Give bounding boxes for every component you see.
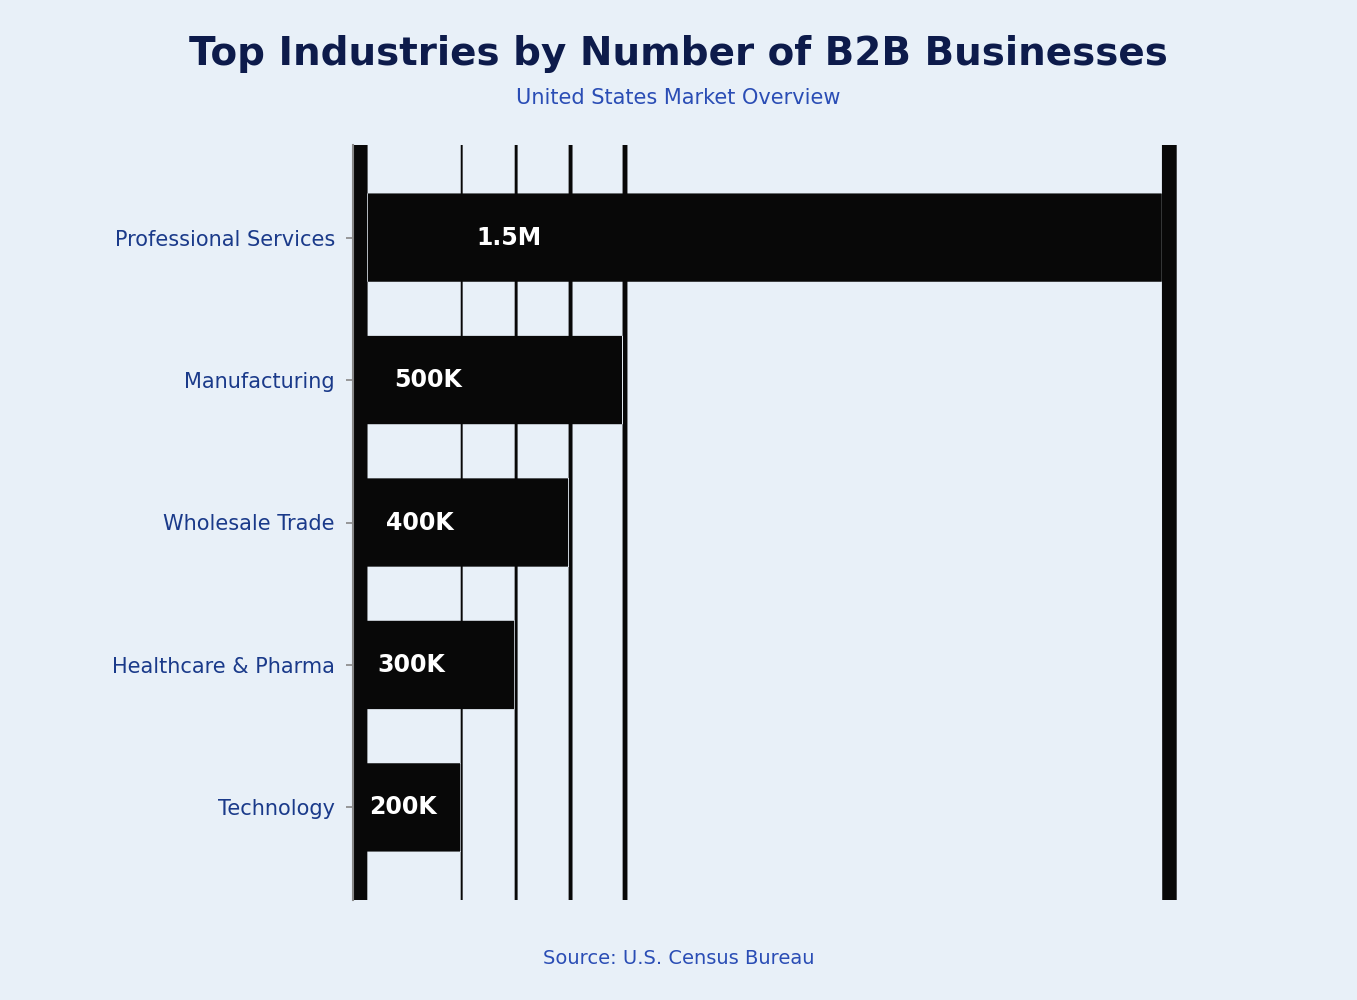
Text: 400K: 400K: [385, 511, 453, 534]
FancyBboxPatch shape: [353, 0, 573, 1000]
FancyBboxPatch shape: [353, 0, 627, 1000]
Text: Source: U.S. Census Bureau: Source: U.S. Census Bureau: [543, 949, 814, 968]
FancyBboxPatch shape: [353, 0, 517, 1000]
Text: United States Market Overview: United States Market Overview: [516, 88, 841, 108]
FancyBboxPatch shape: [353, 0, 463, 1000]
FancyBboxPatch shape: [353, 0, 1177, 1000]
Text: 500K: 500K: [394, 368, 461, 392]
Text: 200K: 200K: [369, 795, 437, 819]
Text: 300K: 300K: [377, 653, 445, 677]
Text: Top Industries by Number of B2B Businesses: Top Industries by Number of B2B Business…: [189, 35, 1168, 73]
Text: 1.5M: 1.5M: [476, 226, 541, 250]
